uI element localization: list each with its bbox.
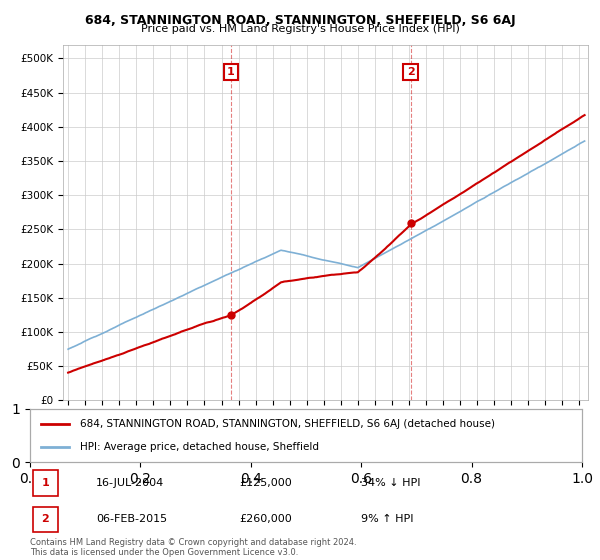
Text: 06-FEB-2015: 06-FEB-2015 [96, 515, 167, 524]
Text: 34% ↓ HPI: 34% ↓ HPI [361, 478, 421, 488]
Text: £260,000: £260,000 [240, 515, 293, 524]
Text: 684, STANNINGTON ROAD, STANNINGTON, SHEFFIELD, S6 6AJ: 684, STANNINGTON ROAD, STANNINGTON, SHEF… [85, 14, 515, 27]
Text: 1: 1 [227, 67, 235, 77]
Text: Contains HM Land Registry data © Crown copyright and database right 2024.
This d: Contains HM Land Registry data © Crown c… [30, 538, 356, 557]
Text: 16-JUL-2004: 16-JUL-2004 [96, 478, 164, 488]
Text: 1: 1 [41, 478, 49, 488]
Text: 684, STANNINGTON ROAD, STANNINGTON, SHEFFIELD, S6 6AJ (detached house): 684, STANNINGTON ROAD, STANNINGTON, SHEF… [80, 419, 494, 429]
Text: HPI: Average price, detached house, Sheffield: HPI: Average price, detached house, Shef… [80, 442, 319, 452]
Text: £125,000: £125,000 [240, 478, 293, 488]
Text: 2: 2 [41, 515, 49, 524]
Text: Price paid vs. HM Land Registry's House Price Index (HPI): Price paid vs. HM Land Registry's House … [140, 24, 460, 34]
FancyBboxPatch shape [33, 507, 58, 532]
FancyBboxPatch shape [33, 470, 58, 496]
Text: 9% ↑ HPI: 9% ↑ HPI [361, 515, 414, 524]
Text: 2: 2 [407, 67, 415, 77]
